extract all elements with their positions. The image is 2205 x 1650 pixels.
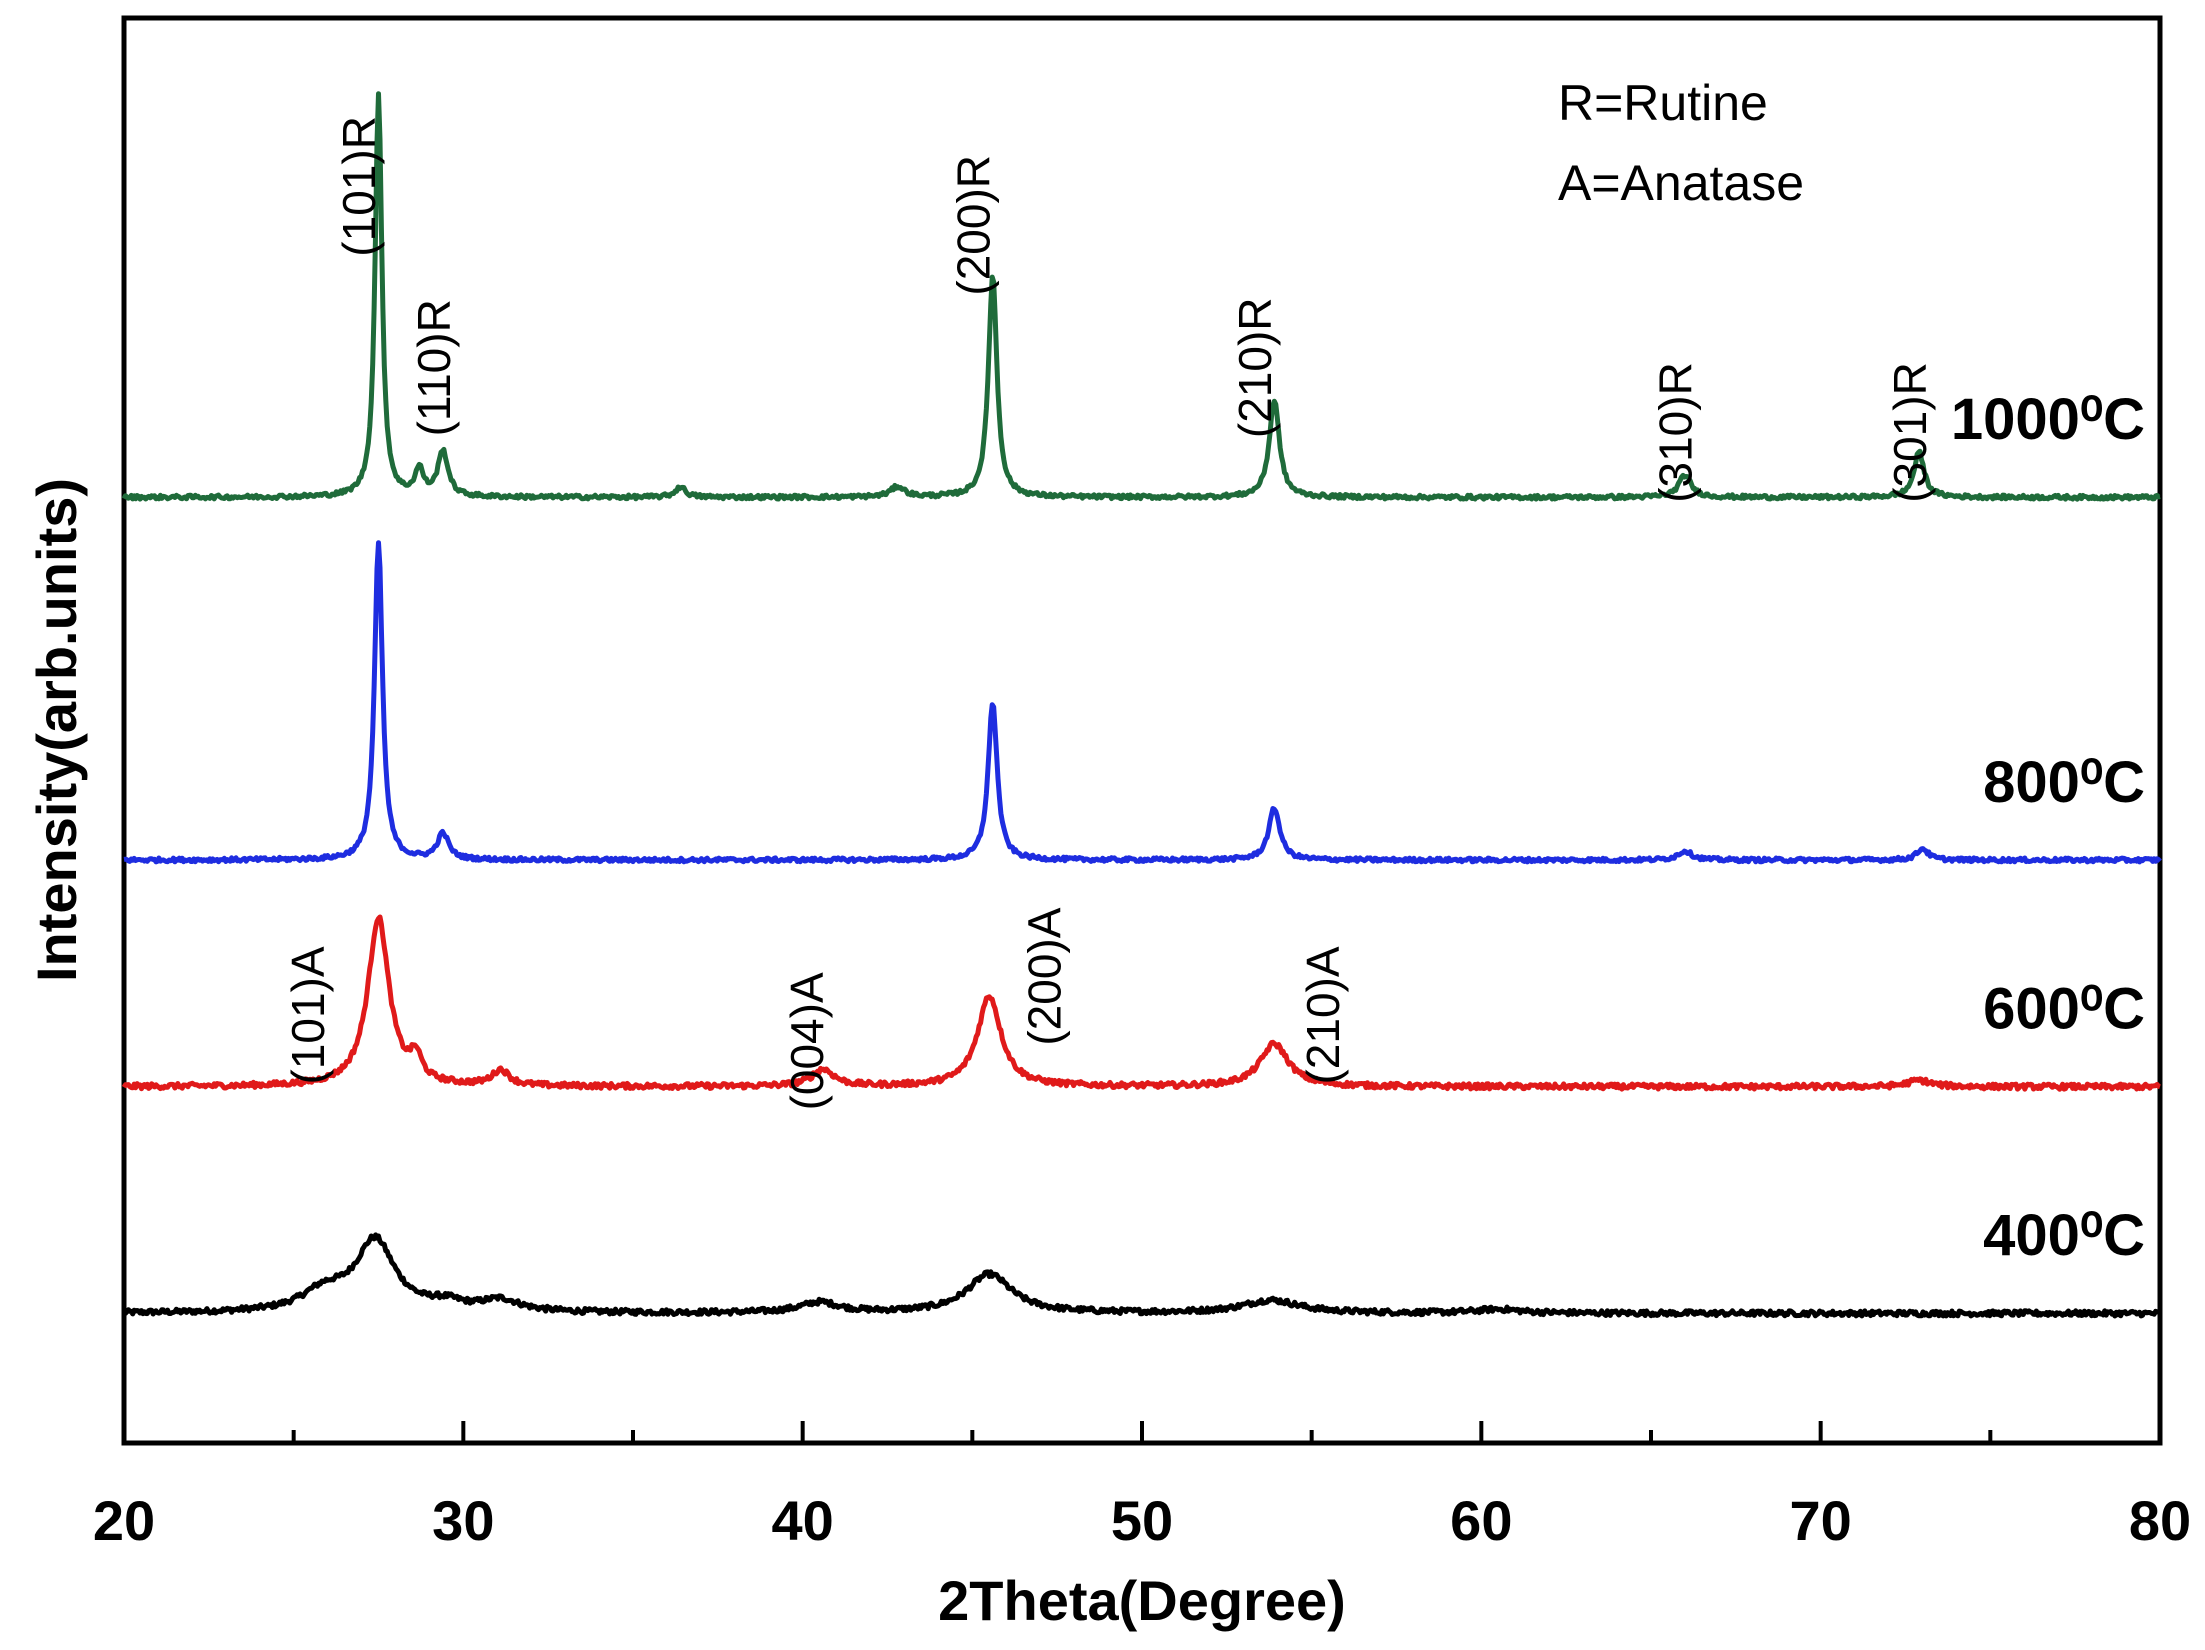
x-tick-label: 20 [93,1489,155,1552]
peak-label: (004)A [781,972,833,1110]
series-label: 600⁰C [1983,977,2145,1042]
x-tick-label: 60 [1450,1489,1512,1552]
series-label-group: 400⁰C 600⁰C 800⁰C 1000⁰C [1951,387,2145,1268]
peak-label: (301)R [1884,362,1936,503]
series-group [121,91,2162,1319]
series-label: 400⁰C [1983,1203,2145,1268]
peak-label: (310)R [1650,362,1702,503]
x-tick-label: 50 [1111,1489,1173,1552]
series-label: 1000⁰C [1951,387,2145,452]
series-line [121,914,2161,1092]
peak-label: (101)R [333,116,385,257]
y-axis-label: Intensity(arb.units) [25,478,88,982]
x-tick-label: 80 [2129,1489,2191,1552]
legend: R=Rutine A=Anatase [1558,75,1804,211]
peak-label: (210)A [1297,946,1349,1084]
peak-label: (210)R [1229,297,1281,438]
x-tick-label: 30 [432,1489,494,1552]
annotation-group: (101)R (110)R (200)R (210)R (310)R (301)R (101… [282,116,1936,1110]
legend-entry: R=Rutine [1558,75,1768,131]
x-axis-label: 2Theta(Degree) [938,1569,1346,1632]
x-axis: 20 30 40 50 60 70 80 [93,1421,2191,1552]
peak-label: (101)A [282,946,334,1084]
series-label: 800⁰C [1983,750,2145,815]
legend-entry: A=Anatase [1558,155,1804,211]
plot-frame [121,15,2163,1446]
series-line [121,91,2161,502]
x-tick-label: 70 [1790,1489,1852,1552]
peak-label: (110)R [408,299,460,436]
peak-label: (200)A [1019,907,1071,1045]
series-line [122,1232,2161,1319]
series-line [123,540,2162,865]
x-tick-label: 40 [772,1489,834,1552]
peak-label: (200)R [947,155,999,296]
